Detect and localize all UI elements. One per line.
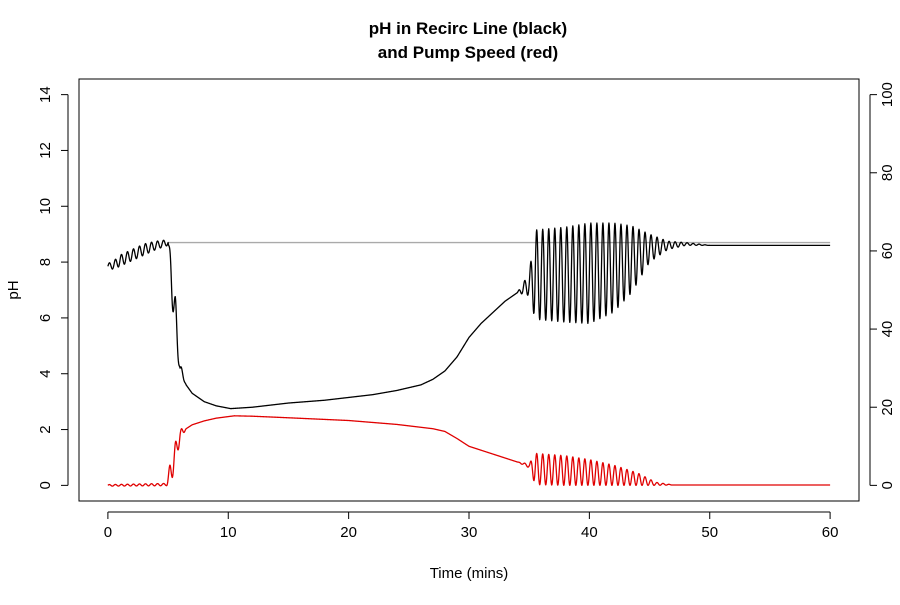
x-tick-label: 30: [461, 524, 478, 541]
y2-tick-label: 40: [879, 321, 896, 338]
axis-layer: 0 10 20 30 40 50 60 0 2 4 6 8 10 12 14 0 20 40 60 80 100: [37, 82, 896, 541]
x-tick-label: 50: [701, 524, 718, 541]
series-line-1: [107, 222, 831, 410]
y-tick-label: 14: [37, 86, 54, 103]
x-axis-label: Time (mins): [430, 565, 509, 582]
x-tick-label: 0: [104, 524, 112, 541]
chart-title-line2: and Pump Speed (red): [378, 43, 558, 62]
series-line-2: [107, 415, 831, 487]
y-tick-label: 8: [37, 258, 54, 266]
chart-title-line1: pH in Recirc Line (black): [369, 19, 567, 38]
x-tick-label: 60: [822, 524, 839, 541]
y-tick-label: 6: [37, 314, 54, 322]
x-tick-label: 10: [220, 524, 237, 541]
y2-tick-label: 0: [879, 481, 896, 489]
y-tick-label: 12: [37, 142, 54, 159]
y2-tick-label: 80: [879, 164, 896, 181]
x-tick-label: 20: [340, 524, 357, 541]
plot-frame: [78, 78, 860, 502]
y-tick-label: 2: [37, 425, 54, 433]
x-tick-label: 40: [581, 524, 598, 541]
y-tick-label: 0: [37, 481, 54, 489]
y-tick-label: 10: [37, 198, 54, 215]
y2-tick-label: 20: [879, 399, 896, 416]
y2-tick-label: 100: [879, 82, 896, 107]
y2-tick-label: 60: [879, 243, 896, 260]
y-axis-label: pH: [5, 280, 22, 299]
y-tick-label: 4: [37, 370, 54, 378]
series-layer: [107, 222, 831, 487]
